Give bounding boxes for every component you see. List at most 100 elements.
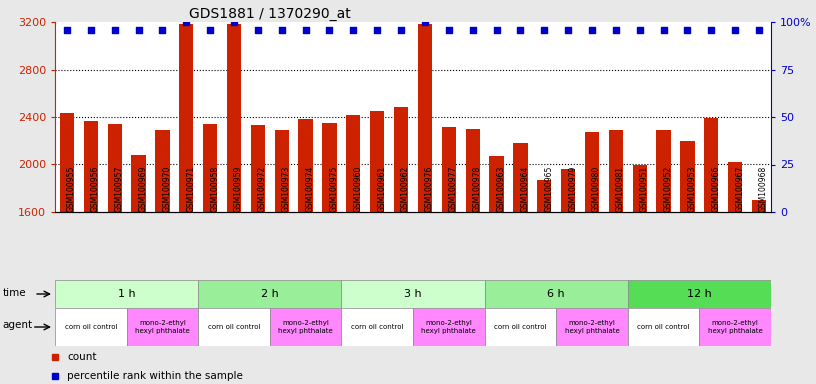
Bar xyxy=(198,308,270,346)
Text: GSM100956: GSM100956 xyxy=(91,166,100,212)
Text: mono-2-ethyl
hexyl phthalate: mono-2-ethyl hexyl phthalate xyxy=(135,321,190,333)
Text: GSM100977: GSM100977 xyxy=(449,166,458,212)
Text: GSM100967: GSM100967 xyxy=(735,166,744,212)
Point xyxy=(275,26,288,33)
Bar xyxy=(628,280,771,308)
Text: 2 h: 2 h xyxy=(261,289,279,299)
Bar xyxy=(413,308,485,346)
Text: percentile rank within the sample: percentile rank within the sample xyxy=(67,371,243,381)
Bar xyxy=(179,24,193,212)
Text: time: time xyxy=(2,288,26,298)
Bar xyxy=(60,113,74,212)
Bar xyxy=(198,280,341,308)
Text: GSM100966: GSM100966 xyxy=(712,166,721,212)
Bar xyxy=(126,308,198,346)
Point xyxy=(681,26,694,33)
Bar xyxy=(656,130,671,212)
Bar xyxy=(274,130,289,212)
Bar xyxy=(728,162,743,212)
Point xyxy=(204,26,217,33)
Point xyxy=(729,26,742,33)
Point xyxy=(347,26,360,33)
Point xyxy=(84,26,97,33)
Bar xyxy=(270,308,341,346)
Bar xyxy=(752,200,766,212)
Bar xyxy=(131,155,146,212)
Text: 6 h: 6 h xyxy=(548,289,565,299)
Point xyxy=(585,26,598,33)
Bar xyxy=(485,280,628,308)
Text: GSM100974: GSM100974 xyxy=(306,166,315,212)
Bar xyxy=(537,180,552,212)
Bar xyxy=(322,123,337,212)
Bar xyxy=(628,308,699,346)
Point xyxy=(538,26,551,33)
Text: GSM100963: GSM100963 xyxy=(496,166,506,212)
Text: GSM100951: GSM100951 xyxy=(640,166,649,212)
Bar xyxy=(418,24,432,212)
Point xyxy=(633,26,646,33)
Bar xyxy=(585,132,599,212)
Point xyxy=(419,19,432,25)
Text: mono-2-ethyl
hexyl phthalate: mono-2-ethyl hexyl phthalate xyxy=(421,321,477,333)
Bar xyxy=(490,156,503,212)
Text: count: count xyxy=(67,353,97,362)
Text: GSM100965: GSM100965 xyxy=(544,166,553,212)
Text: mono-2-ethyl
hexyl phthalate: mono-2-ethyl hexyl phthalate xyxy=(707,321,763,333)
Bar xyxy=(341,308,413,346)
Text: GSM100962: GSM100962 xyxy=(401,166,410,212)
Text: corn oil control: corn oil control xyxy=(494,324,547,330)
Text: GSM100953: GSM100953 xyxy=(687,166,697,212)
Point xyxy=(514,26,527,33)
Text: GSM100968: GSM100968 xyxy=(759,166,768,212)
Text: GSM100960: GSM100960 xyxy=(353,166,362,212)
Text: 1 h: 1 h xyxy=(118,289,135,299)
Bar xyxy=(55,308,126,346)
Point xyxy=(132,26,145,33)
Bar xyxy=(561,169,575,212)
Text: corn oil control: corn oil control xyxy=(208,324,260,330)
Text: corn oil control: corn oil control xyxy=(351,324,403,330)
Bar xyxy=(83,121,98,212)
Bar xyxy=(346,115,361,212)
Bar xyxy=(394,108,408,212)
Text: GSM100980: GSM100980 xyxy=(592,166,601,212)
Text: GSM100952: GSM100952 xyxy=(663,166,672,212)
Text: GSM100972: GSM100972 xyxy=(258,166,267,212)
Point xyxy=(752,26,765,33)
Bar xyxy=(609,130,623,212)
Text: GSM100955: GSM100955 xyxy=(67,166,76,212)
Point xyxy=(370,26,384,33)
Text: GSM100961: GSM100961 xyxy=(377,166,386,212)
Point xyxy=(299,26,313,33)
Bar xyxy=(299,119,313,212)
Bar xyxy=(370,111,384,212)
Text: corn oil control: corn oil control xyxy=(637,324,690,330)
Point xyxy=(251,26,264,33)
Text: GSM100959: GSM100959 xyxy=(234,166,243,212)
Bar xyxy=(341,280,485,308)
Point xyxy=(156,26,169,33)
Point xyxy=(109,26,122,33)
Text: GSM100975: GSM100975 xyxy=(330,166,339,212)
Text: GSM100969: GSM100969 xyxy=(139,166,148,212)
Bar xyxy=(55,280,198,308)
Text: GSM100971: GSM100971 xyxy=(186,166,195,212)
Point xyxy=(657,26,670,33)
Point xyxy=(395,26,408,33)
Text: agent: agent xyxy=(2,320,33,330)
Bar xyxy=(227,24,242,212)
Text: GSM100964: GSM100964 xyxy=(521,166,530,212)
Text: mono-2-ethyl
hexyl phthalate: mono-2-ethyl hexyl phthalate xyxy=(565,321,619,333)
Bar xyxy=(203,124,217,212)
Bar xyxy=(704,118,719,212)
Text: GSM100973: GSM100973 xyxy=(282,166,290,212)
Text: mono-2-ethyl
hexyl phthalate: mono-2-ethyl hexyl phthalate xyxy=(278,321,333,333)
Point xyxy=(610,26,623,33)
Point xyxy=(180,19,193,25)
Bar xyxy=(441,126,456,212)
Text: 12 h: 12 h xyxy=(687,289,712,299)
Text: corn oil control: corn oil control xyxy=(64,324,117,330)
Bar xyxy=(485,308,557,346)
Bar xyxy=(557,308,628,346)
